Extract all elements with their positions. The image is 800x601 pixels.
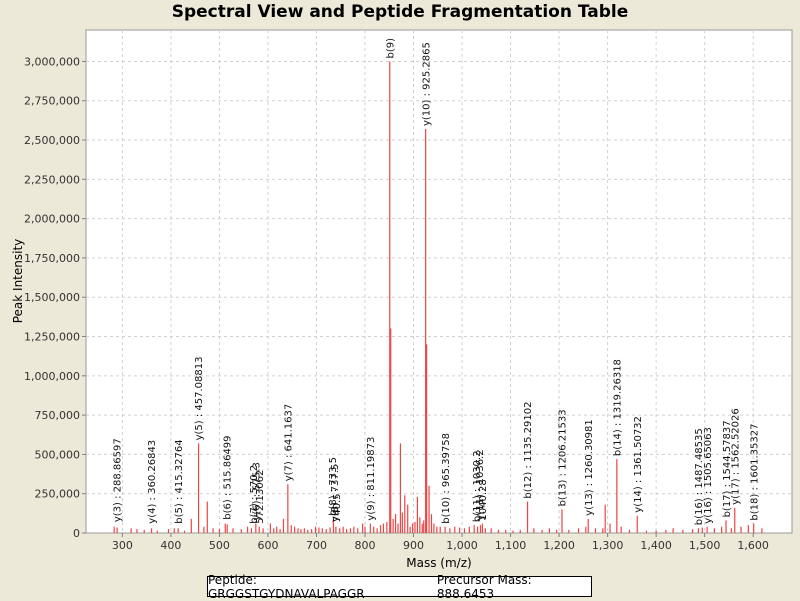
peak-annotation: y(6) : 575.3 — [251, 462, 262, 520]
x-tick-label: 900 — [403, 539, 424, 552]
peak-annotation: b(12) : 1135.29102 — [523, 402, 534, 499]
y-tick-label: 1,250,000 — [24, 331, 80, 344]
peak-annotation: b(6) : 515.86499 — [223, 435, 234, 519]
y-tick-label: 1,750,000 — [24, 252, 80, 265]
x-tick-label: 600 — [257, 539, 278, 552]
peak-annotation: y(11) : 1036.2 — [475, 449, 486, 520]
peak-annotation: 740.5 — [332, 494, 343, 523]
x-tick-label: 800 — [355, 539, 376, 552]
peak-annotation: y(5) : 457.08813 — [194, 357, 205, 441]
peak-annotation: 572.13062 — [255, 470, 266, 524]
y-tick-label: 2,500,000 — [24, 134, 80, 147]
y-tick-label: 500,000 — [35, 448, 81, 461]
peak-annotation: b(14) : 1319.26318 — [612, 359, 623, 456]
peak-annotation: y(8) : 737.5 — [330, 464, 341, 522]
peak-annotation: b(10) : 965.39758 — [441, 433, 452, 524]
spectrum-chart: 0 250,000 500,000 750,000 1,000,000 1,250,000… — [11, 29, 793, 570]
y-tick-label: 250,000 — [35, 488, 81, 501]
peak-annotation: b(18) : 1601.35327 — [749, 424, 760, 521]
precursor-mass: Precursor Mass: 888.6453 — [436, 572, 532, 601]
x-tick-label: 1,500 — [689, 539, 721, 552]
peak-annotation: y(10) : 925.2865 — [421, 42, 432, 126]
x-tick-label: 300 — [112, 539, 133, 552]
y-tick-label: 0 — [73, 527, 80, 540]
chart-title: Spectral View and Peptide Fragmentation … — [171, 2, 629, 22]
y-tick-label: 3,000,000 — [24, 55, 80, 68]
x-axis-label: Mass (m/z) — [406, 556, 471, 570]
y-tick-label: 750,000 — [35, 409, 81, 422]
peak-annotation: y(4) : 360.26843 — [147, 440, 158, 524]
peak-annotation: b(13) : 1206.21533 — [558, 409, 569, 506]
peptide-sequence: Peptide: GRGGSTGYDNAVALPAGGR — [208, 572, 365, 601]
peak-annotation: b(8) : 733.5 — [328, 457, 339, 516]
peak-annotation: b(11) : 1030.2 — [472, 451, 483, 523]
peak-annotation: y(9) : 811.19873 — [366, 437, 377, 521]
peak-annotation: b(7) : 570.2 — [249, 465, 260, 524]
y-tick-label: 2,750,000 — [24, 95, 80, 108]
x-tick-label: 1,200 — [543, 539, 575, 552]
x-tick-label: 1,600 — [737, 539, 769, 552]
plot-area — [85, 29, 793, 534]
peak-annotation: y(16) : 1505.65063 — [703, 427, 714, 524]
peak-annotation: b(16) : 1487.48535 — [694, 428, 705, 525]
x-tick-label: 500 — [209, 539, 230, 552]
y-tick-label: 1,500,000 — [24, 291, 80, 304]
y-tick-label: 1,000,000 — [24, 370, 80, 383]
peak-annotation: b(17) : 1544.57837 — [722, 420, 733, 517]
peak-annotation: y(3) : 288.86597 — [112, 438, 123, 522]
peak-annotation: 1040.28 — [478, 479, 489, 520]
x-tick-label: 700 — [306, 539, 327, 552]
y-tick-label: 2,000,000 — [24, 213, 80, 226]
y-axis-label: Peak Intensity — [11, 239, 25, 324]
peak-annotation: b(9) — [385, 38, 396, 59]
x-tick-label: 1,300 — [592, 539, 624, 552]
peak-annotation: b(5) : 415.32764 — [174, 439, 185, 523]
peak-annotation: y(17) : 1562.52026 — [730, 408, 741, 505]
peak-annotation: y(13) : 1260.30981 — [584, 419, 595, 516]
x-tick-label: 1,100 — [495, 539, 527, 552]
y-tick-label: 2,250,000 — [24, 173, 80, 186]
x-tick-label: 400 — [160, 539, 181, 552]
x-tick-label: 1,000 — [446, 539, 478, 552]
peak-annotation: y(7) : 641.1637 — [283, 404, 294, 482]
x-tick-label: 1,400 — [640, 539, 672, 552]
peak-annotation: y(14) : 1361.50732 — [633, 416, 644, 513]
peptide-info-box: Peptide: GRGGSTGYDNAVALPAGGR Precursor M… — [207, 573, 592, 601]
